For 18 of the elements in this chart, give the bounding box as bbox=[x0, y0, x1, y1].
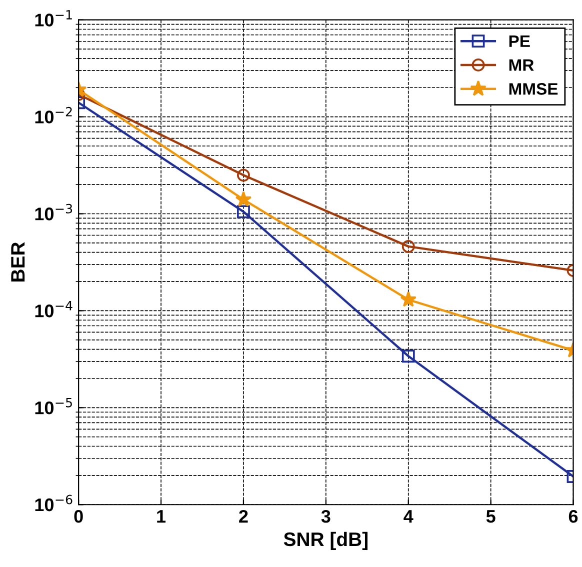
y-tick-label: 10$^{−6}$ bbox=[35, 494, 72, 512]
x-tick-label: 4 bbox=[404, 510, 414, 523]
x-tick-label: 5 bbox=[486, 510, 496, 523]
legend-label: MR bbox=[509, 59, 534, 71]
y-tick-label: 10$^{−3}$ bbox=[35, 204, 72, 220]
y-tick-label: 10$^{−4}$ bbox=[35, 301, 72, 318]
y-axis-title: BER bbox=[11, 242, 25, 282]
x-tick-label: 6 bbox=[568, 510, 578, 523]
x-tick-label: 0 bbox=[74, 510, 83, 523]
x-tick-label: 3 bbox=[321, 510, 330, 523]
y-tick-label: 10$^{−5}$ bbox=[35, 398, 72, 414]
y-tick-label: 10$^{−1}$ bbox=[35, 10, 72, 26]
y-tick-label: 10$^{−2}$ bbox=[35, 106, 72, 124]
legend-label: MMSE bbox=[509, 83, 558, 95]
x-tick-label: 2 bbox=[239, 510, 248, 523]
x-axis-title: SNR [dB] bbox=[284, 532, 368, 550]
legend-label: PE bbox=[509, 35, 530, 47]
x-tick-label: 1 bbox=[157, 510, 166, 523]
